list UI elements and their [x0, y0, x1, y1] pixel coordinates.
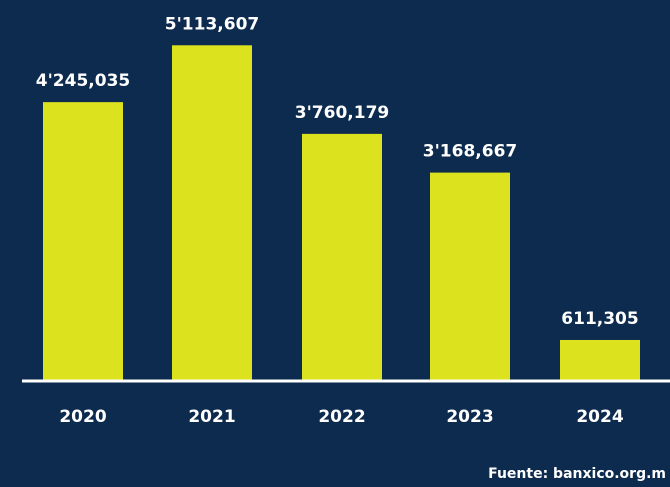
bar-2021: [172, 45, 252, 381]
bar-2020: [43, 102, 123, 381]
bars-group: [43, 45, 640, 381]
bar-2023: [430, 172, 510, 380]
source-note: Fuente: banxico.org.m: [488, 466, 666, 482]
category-label-2024: 2024: [576, 407, 623, 427]
category-label-2022: 2022: [318, 407, 365, 427]
value-label-2022: 3'760,179: [295, 103, 389, 123]
value-label-2024: 611,305: [561, 309, 638, 329]
value-label-2023: 3'168,667: [423, 142, 517, 162]
category-label-2023: 2023: [446, 407, 493, 427]
value-label-2020: 4'245,035: [36, 71, 130, 91]
bar-2024: [560, 339, 640, 380]
category-labels-group: 2020 2021 2022 2023 2024: [59, 407, 623, 427]
value-labels-group: 4'245,035 5'113,607 3'760,179 3'168,667 611,…: [36, 14, 639, 329]
value-label-2021: 5'113,607: [165, 14, 259, 34]
category-label-2021: 2021: [188, 407, 235, 427]
category-label-2020: 2020: [59, 407, 106, 427]
bar-2022: [302, 133, 382, 380]
